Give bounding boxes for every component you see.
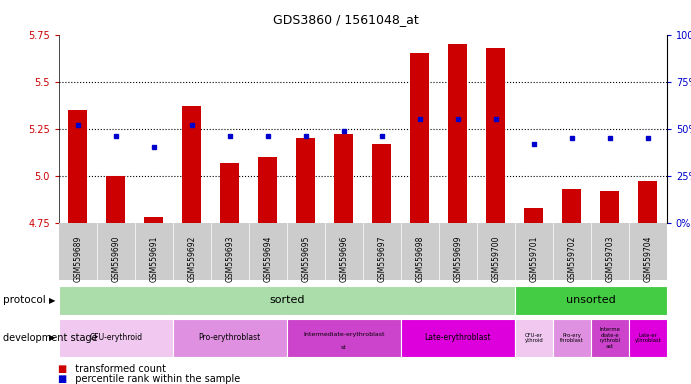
Bar <box>144 217 163 223</box>
Bar <box>68 110 87 223</box>
Text: GDS3860 / 1561048_at: GDS3860 / 1561048_at <box>273 13 418 26</box>
Bar <box>410 53 429 223</box>
Bar <box>591 319 629 357</box>
Text: CFU-er
ythroid: CFU-er ythroid <box>524 333 543 343</box>
Bar <box>173 319 287 357</box>
Bar <box>296 138 315 223</box>
Bar <box>401 319 515 357</box>
Bar <box>182 106 201 223</box>
Bar <box>448 44 467 223</box>
Text: development stage: development stage <box>3 333 98 343</box>
Text: ■: ■ <box>57 374 67 384</box>
Bar <box>553 319 591 357</box>
Bar <box>515 286 667 315</box>
Bar <box>600 191 619 223</box>
Text: Late-er
ythroblast: Late-er ythroblast <box>634 333 661 343</box>
Bar <box>562 189 581 223</box>
Bar <box>287 319 401 357</box>
Bar <box>220 162 239 223</box>
Bar <box>372 144 391 223</box>
Text: unsorted: unsorted <box>566 295 616 306</box>
Text: Interme
diate-e
rythrobl
ast: Interme diate-e rythrobl ast <box>599 327 621 349</box>
Text: CFU-erythroid: CFU-erythroid <box>89 333 142 343</box>
Bar <box>334 134 353 223</box>
Bar <box>486 48 505 223</box>
Text: ▶: ▶ <box>49 296 56 305</box>
Text: Late-erythroblast: Late-erythroblast <box>424 333 491 343</box>
Bar <box>638 181 657 223</box>
Text: Pro-erythroblast: Pro-erythroblast <box>198 333 261 343</box>
Bar <box>59 286 515 315</box>
Text: Intermediate-erythroblast: Intermediate-erythroblast <box>303 331 384 337</box>
Bar <box>258 157 277 223</box>
Text: sorted: sorted <box>269 295 305 306</box>
Text: protocol: protocol <box>3 295 46 306</box>
Bar <box>629 319 667 357</box>
Text: ▶: ▶ <box>49 333 56 343</box>
Bar <box>59 319 173 357</box>
Text: st: st <box>341 345 347 350</box>
Text: ■: ■ <box>57 364 67 374</box>
Bar <box>515 319 553 357</box>
Text: percentile rank within the sample: percentile rank within the sample <box>69 374 240 384</box>
Text: transformed count: transformed count <box>69 364 166 374</box>
Bar <box>106 176 125 223</box>
Bar <box>524 208 543 223</box>
Text: Pro-ery
throblast: Pro-ery throblast <box>560 333 584 343</box>
